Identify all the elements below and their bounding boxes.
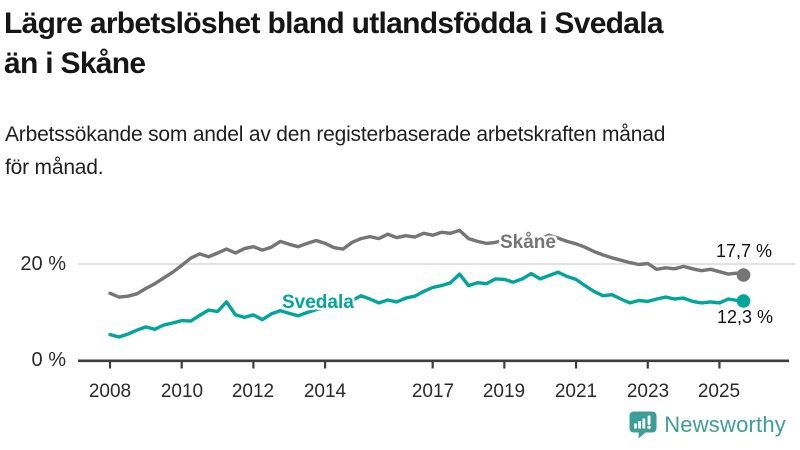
end-value-label-skane: 17,7 % <box>715 241 772 261</box>
skane-end-dot <box>736 268 751 282</box>
svedala-end-dot <box>736 294 751 308</box>
chart-title-line-1: Lägre arbetslöshet bland utlandsfödda i … <box>4 7 664 40</box>
chart-title-line-2: än i Skåne <box>4 47 146 80</box>
newsworthy-logo-icon <box>629 411 657 439</box>
chart-subtitle-line-2: för månad. <box>5 156 104 179</box>
svedala-line <box>108 270 746 339</box>
newsworthy-logo: Newsworthy <box>629 410 786 440</box>
end-value-label-svedala: 12,3 % <box>716 307 773 327</box>
series-label-svedala: Svedala <box>282 292 354 313</box>
chart-header: Lägre arbetslöshet bland utlandsfödda i … <box>4 4 796 84</box>
newsworthy-wordmark: Newsworthy <box>664 412 786 437</box>
chart-subtitle: Arbetssökande som andel av den registerb… <box>5 118 665 184</box>
chart-subtitle-line-1: Arbetssökande som andel av den registerb… <box>5 123 666 146</box>
series-label-skane: Skåne <box>500 232 556 253</box>
chart-title: Lägre arbetslöshet bland utlandsfödda i … <box>4 4 796 84</box>
skane-line <box>108 228 746 299</box>
